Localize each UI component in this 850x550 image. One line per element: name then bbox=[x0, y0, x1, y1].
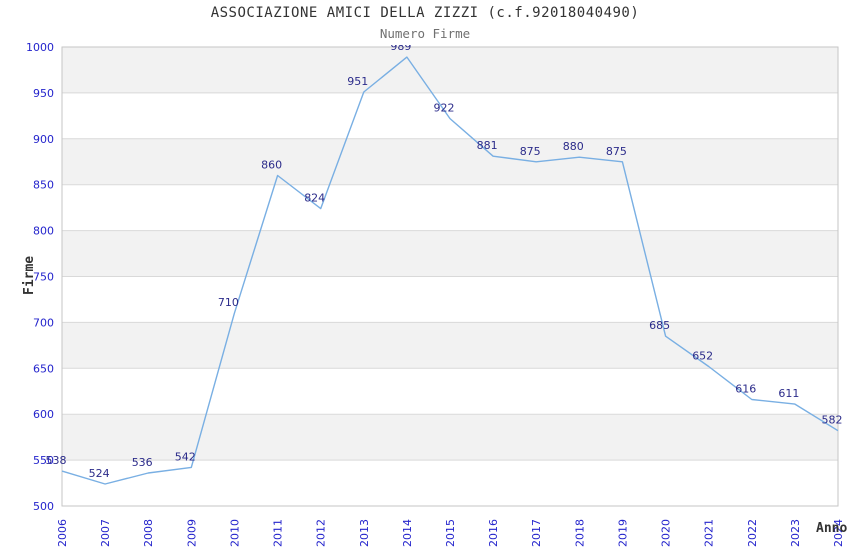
x-tick-label: 2006 bbox=[56, 519, 69, 547]
y-tick-label: 600 bbox=[33, 408, 54, 421]
x-tick-label: 2011 bbox=[272, 519, 285, 547]
y-tick-label: 800 bbox=[33, 225, 54, 238]
x-tick-label: 2013 bbox=[358, 519, 371, 547]
data-series bbox=[61, 56, 839, 485]
y-tick-label: 900 bbox=[33, 133, 54, 146]
grid-band bbox=[62, 47, 838, 93]
data-point-label: 860 bbox=[261, 159, 282, 172]
x-tick-label: 2019 bbox=[616, 519, 629, 547]
x-tick-label: 2015 bbox=[444, 519, 457, 547]
grid-band bbox=[62, 414, 838, 461]
grid-band bbox=[62, 138, 838, 185]
x-tick-label: 2020 bbox=[660, 519, 673, 547]
data-point-label: 989 bbox=[390, 40, 411, 53]
data-point-label: 710 bbox=[218, 296, 239, 309]
x-tick-label: 2022 bbox=[746, 519, 759, 547]
y-tick-label: 500 bbox=[33, 500, 54, 513]
grid-band bbox=[62, 92, 838, 139]
chart-subtitle: Numero Firme bbox=[379, 26, 471, 41]
y-axis-title: Firme bbox=[22, 256, 37, 295]
data-point-label: 875 bbox=[606, 145, 627, 158]
x-tick-label: 2021 bbox=[703, 519, 716, 547]
y-tick-label: 700 bbox=[33, 316, 54, 329]
y-tick-label: 850 bbox=[33, 179, 54, 192]
x-tick-label: 2023 bbox=[789, 519, 802, 547]
x-tick-label: 2007 bbox=[99, 519, 112, 547]
chart-title: ASSOCIAZIONE AMICI DELLA ZIZZI (c.f.9201… bbox=[210, 5, 640, 21]
x-axis-title: Anno bbox=[816, 521, 847, 536]
y-tick-label: 1000 bbox=[26, 41, 54, 54]
y-tick-label: 950 bbox=[33, 87, 54, 100]
x-tick-label: 2009 bbox=[185, 519, 198, 547]
grid-band bbox=[62, 460, 838, 506]
grid-band bbox=[62, 230, 838, 277]
data-point-label: 922 bbox=[434, 102, 455, 115]
x-tick-label: 2010 bbox=[228, 519, 241, 547]
x-tick-label: 2012 bbox=[315, 519, 328, 547]
data-point-label: 538 bbox=[46, 454, 67, 467]
plot-gridlines bbox=[62, 92, 838, 461]
y-tick-label: 550 bbox=[33, 454, 54, 467]
data-point-label: 881 bbox=[477, 139, 498, 152]
grid-band bbox=[62, 368, 838, 415]
plot-bands bbox=[62, 47, 838, 506]
data-point-label: 685 bbox=[649, 319, 670, 332]
x-tick-label: 2018 bbox=[573, 519, 586, 547]
x-tick-label: 2017 bbox=[530, 519, 543, 547]
x-axis-tick-labels: 2006 2007 2008 2009 2010 2011 2012 2013 2014 2015… bbox=[56, 519, 845, 547]
data-point-label: 652 bbox=[692, 350, 713, 363]
data-point-label: 542 bbox=[175, 450, 196, 463]
data-point-label: 875 bbox=[520, 145, 541, 158]
grid-band bbox=[62, 322, 838, 369]
x-tick-label: 2014 bbox=[401, 519, 414, 547]
data-point-label: 951 bbox=[347, 75, 368, 88]
data-point-label: 880 bbox=[563, 140, 584, 153]
plot-border bbox=[61, 46, 839, 507]
grid-band bbox=[62, 184, 838, 231]
grid-band bbox=[62, 276, 838, 323]
y-axis-tick-labels: 500 550 600 650 700 750 800 850 900 950 1000 bbox=[26, 41, 54, 513]
data-point-label: 611 bbox=[778, 387, 799, 400]
y-tick-label: 750 bbox=[33, 271, 54, 284]
data-point-label: 524 bbox=[89, 467, 110, 480]
y-tick-label: 650 bbox=[33, 362, 54, 375]
data-point-label: 616 bbox=[735, 383, 756, 396]
x-tick-label: 2016 bbox=[487, 519, 500, 547]
data-point-labels: 538 524 536 542 710 860 824 951 989 922 881 875 880 8… bbox=[46, 40, 843, 480]
x-tick-label: 2008 bbox=[142, 519, 155, 547]
data-point-label: 824 bbox=[304, 192, 325, 205]
data-point-label: 536 bbox=[132, 456, 153, 469]
data-point-label: 582 bbox=[822, 414, 843, 427]
x-tick-label: 2024 bbox=[832, 519, 845, 547]
data-line bbox=[61, 56, 839, 485]
